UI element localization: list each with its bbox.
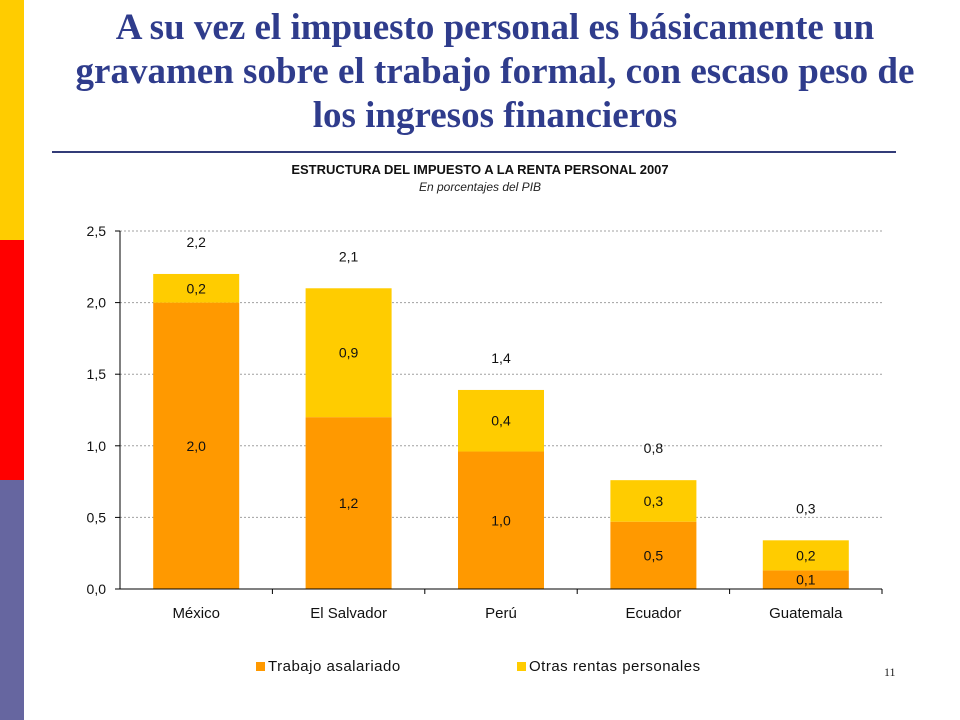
accent-bar-slate — [0, 480, 24, 720]
data-label: 2,0 — [186, 438, 206, 454]
x-tick-label: Perú — [485, 605, 517, 622]
total-label: 0,3 — [796, 500, 816, 516]
data-label: 1,0 — [491, 512, 511, 528]
bar-trabajo-asalariado — [458, 451, 544, 589]
x-tick-label: Ecuador — [625, 605, 681, 622]
bar-trabajo-asalariado — [762, 570, 849, 589]
legend-swatch — [256, 662, 265, 671]
slide-title: A su vez el impuesto personal es básicam… — [75, 7, 915, 136]
data-label: 0,5 — [644, 547, 664, 563]
y-tick-label: 0,0 — [87, 581, 107, 597]
bar-otras-rentas — [153, 273, 240, 303]
bar-trabajo-asalariado — [153, 302, 240, 589]
x-tick-label: México — [172, 605, 220, 622]
y-tick-label: 0,5 — [87, 509, 107, 525]
legend-label: Trabajo asalariado — [268, 658, 401, 675]
data-label: 0,4 — [491, 413, 511, 429]
legend-item-otras-rentas: Otras rentas personales — [517, 658, 701, 675]
bar-otras-rentas — [305, 288, 392, 418]
data-label: 0,1 — [796, 572, 816, 588]
accent-bar-yellow — [0, 0, 24, 240]
data-label: 1,2 — [339, 495, 359, 511]
y-tick-label: 2,0 — [87, 295, 107, 311]
y-tick-label: 1,0 — [87, 438, 107, 454]
x-tick-label: Guatemala — [769, 605, 843, 622]
bar-otras-rentas — [458, 389, 544, 452]
total-label: 2,2 — [186, 234, 206, 250]
legend-label: Otras rentas personales — [529, 658, 701, 675]
accent-bar-red — [0, 240, 24, 480]
legend-item-trabajo-asalariado: Trabajo asalariado — [256, 658, 401, 675]
data-label: 0,3 — [644, 493, 664, 509]
title-divider — [52, 151, 896, 153]
bar-trabajo-asalariado — [305, 417, 392, 589]
slide-number: 11 — [884, 665, 896, 679]
data-label: 0,2 — [186, 280, 206, 296]
chart-title: ESTRUCTURA DEL IMPUESTO A LA RENTA PERSO… — [291, 162, 669, 177]
x-tick-label: El Salvador — [310, 605, 387, 622]
legend-swatch — [517, 662, 526, 671]
chart-subtitle: En porcentajes del PIB — [418, 180, 542, 194]
bar-trabajo-asalariado — [610, 521, 697, 589]
bar-otras-rentas — [762, 540, 849, 571]
total-label: 1,4 — [491, 350, 511, 366]
y-tick-label: 1,5 — [87, 366, 107, 382]
total-label: 0,8 — [644, 440, 664, 456]
data-label: 0,2 — [796, 547, 816, 563]
total-label: 2,1 — [339, 248, 359, 264]
y-tick-label: 2,5 — [87, 223, 107, 239]
bar-otras-rentas — [610, 480, 697, 522]
data-label: 0,9 — [339, 345, 359, 361]
